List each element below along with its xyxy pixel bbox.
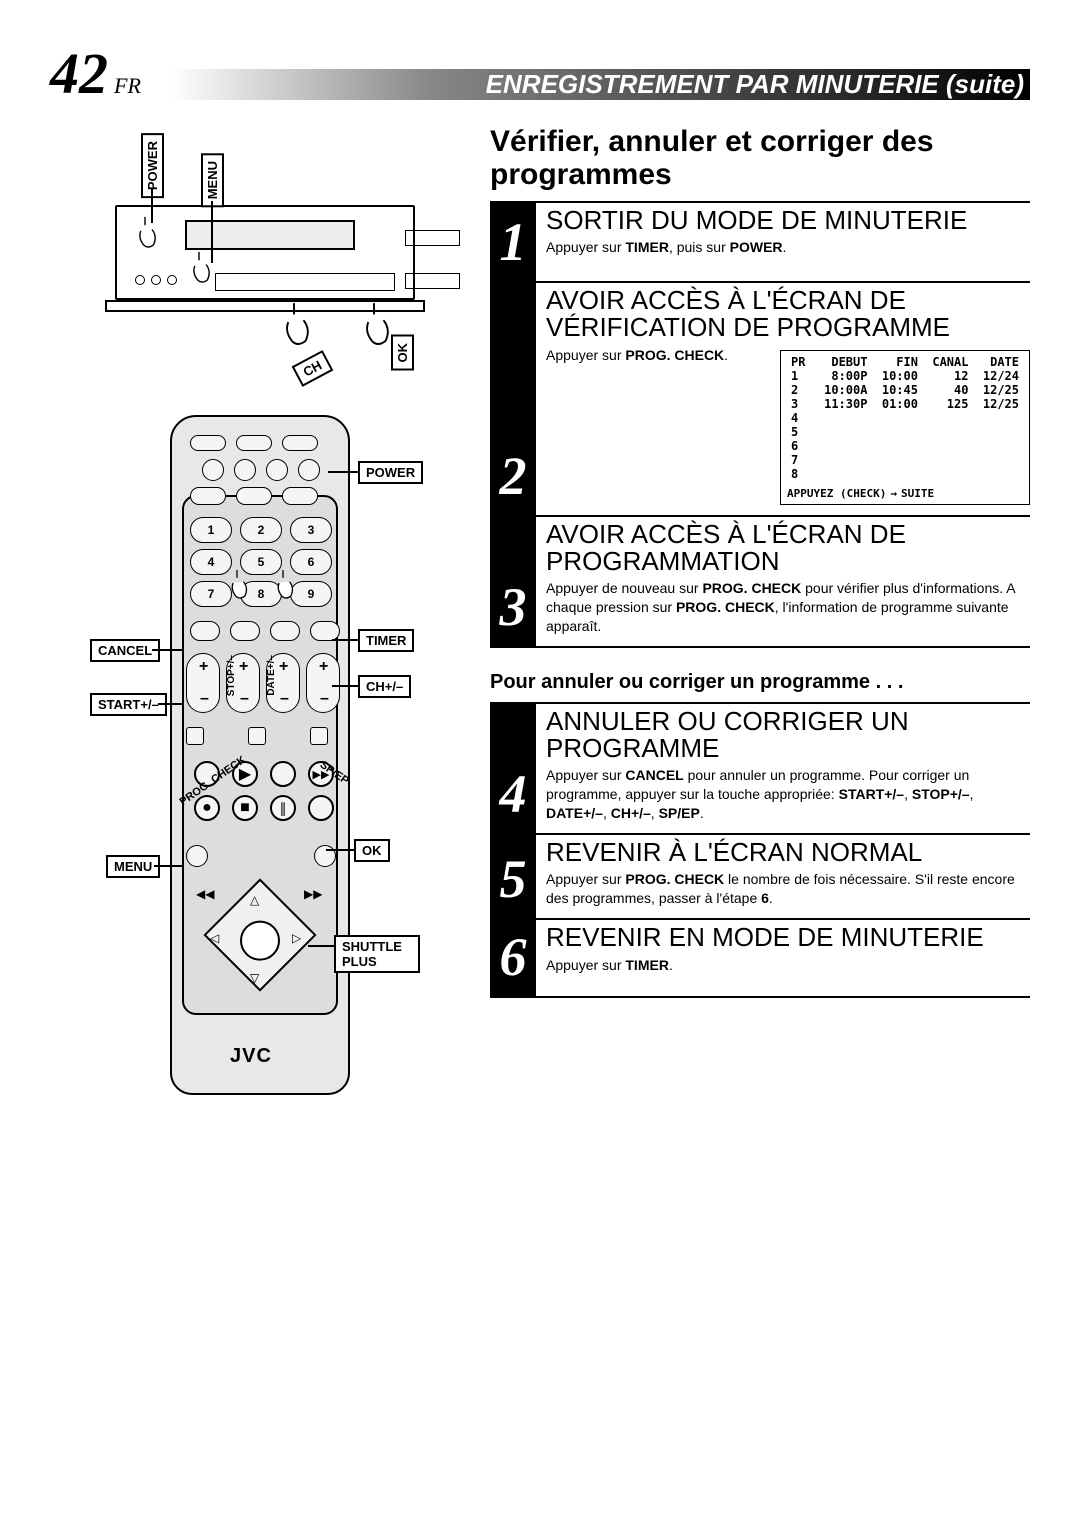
remote-key-1: 1 <box>190 517 232 543</box>
remote-label-power: POWER <box>358 461 423 484</box>
remote-label-timer: TIMER <box>358 629 414 652</box>
remote-label-ch: CH+/– <box>358 675 411 698</box>
illustration-column: POWER MENU CH OK <box>50 125 460 1135</box>
step-2: 2 AVOIR ACCÈS À L'ÉCRAN DE VÉRIFICATION … <box>490 281 1030 515</box>
table-row: 210:00A10:454012/25 <box>787 383 1023 397</box>
table-row: 7 <box>787 453 1023 467</box>
step-6-body: Appuyer sur TIMER. <box>546 956 1030 975</box>
step-3-heading: AVOIR ACCÈS À L'ÉCRAN DE PROGRAMMATION <box>546 521 1030 576</box>
page-number: 42 FR <box>50 40 141 107</box>
remote-logo: JVC <box>230 1045 272 1068</box>
step-5-num: 5 <box>490 835 536 918</box>
arrow-right-icon: → <box>890 487 897 500</box>
table-row: 5 <box>787 425 1023 439</box>
section-title: Vérifier, annuler et corriger des progra… <box>490 125 1030 191</box>
remote-label-cancel: CANCEL <box>90 639 160 662</box>
page-lang: FR <box>114 73 141 99</box>
step-5: 5 REVENIR À L'ÉCRAN NORMAL Appuyer sur P… <box>490 833 1030 918</box>
table-row: 311:30P01:0012512/25 <box>787 397 1023 411</box>
step-6-num: 6 <box>490 920 536 996</box>
step-4: 4 ANNULER OU CORRIGER UN PROGRAMME Appuy… <box>490 702 1030 833</box>
step-3-body: Appuyer de nouveau sur PROG. CHECK pour … <box>546 579 1030 636</box>
page-title-bar: ENREGISTREMENT PAR MINUTERIE (suite) <box>171 69 1030 100</box>
step-1-body: Appuyer sur TIMER, puis sur POWER. <box>546 238 1030 257</box>
content-column: Vérifier, annuler et corriger des progra… <box>490 125 1030 1135</box>
step-4-heading: ANNULER OU CORRIGER UN PROGRAMME <box>546 708 1030 763</box>
program-table: PR DEBUT FIN CANAL DATE 18:00P10:001212/… <box>780 350 1030 505</box>
remote-key-2: 2 <box>240 517 282 543</box>
table-header-row: PR DEBUT FIN CANAL DATE <box>787 355 1023 369</box>
step-4-body: Appuyer sur CANCEL pour annuler un progr… <box>546 766 1030 823</box>
page-num-value: 42 <box>50 40 108 107</box>
remote-label-menu: MENU <box>106 855 160 878</box>
vcr-label-ch: CH <box>292 350 334 387</box>
remote-key-6: 6 <box>290 549 332 575</box>
step-1: 1 SORTIR DU MODE DE MINUTERIE Appuyer su… <box>490 201 1030 281</box>
step-4-num: 4 <box>490 704 536 833</box>
remote-label-start: START+/– <box>90 693 167 716</box>
step-2-num: 2 <box>490 283 536 515</box>
page-header: 42 FR ENREGISTREMENT PAR MINUTERIE (suit… <box>50 40 1030 107</box>
remote-label-shuttle: SHUTTLE PLUS <box>334 935 420 973</box>
remote-label-ok: OK <box>354 839 390 862</box>
table-row: 18:00P10:001212/24 <box>787 369 1023 383</box>
table-row: 8 <box>787 467 1023 481</box>
step-3: 3 AVOIR ACCÈS À L'ÉCRAN DE PROGRAMMATION… <box>490 515 1030 648</box>
step-5-heading: REVENIR À L'ÉCRAN NORMAL <box>546 839 1030 866</box>
program-table-footer: APPUYEZ (CHECK) → SUITE <box>787 487 1023 500</box>
step-2-heading: AVOIR ACCÈS À L'ÉCRAN DE VÉRIFICATION DE… <box>546 287 1030 342</box>
step-1-heading: SORTIR DU MODE DE MINUTERIE <box>546 207 1030 234</box>
vcr-illustration: POWER MENU CH OK <box>65 125 445 385</box>
step-1-num: 1 <box>490 203 536 281</box>
remote-label-date-inline: DATE+/– <box>266 655 277 696</box>
step-6: 6 REVENIR EN MODE DE MINUTERIE Appuyer s… <box>490 918 1030 998</box>
subsection-heading: Pour annuler ou corriger un programme . … <box>490 670 1030 694</box>
remote-label-stop-inline: STOP+/– <box>226 655 237 696</box>
remote-illustration: 1 2 3 4 5 6 7 8 9 <box>90 415 420 1135</box>
vcr-label-menu: MENU <box>201 153 224 207</box>
step-3-num: 3 <box>490 517 536 646</box>
vcr-label-ok: OK <box>391 335 414 371</box>
step-6-heading: REVENIR EN MODE DE MINUTERIE <box>546 924 1030 951</box>
remote-key-9: 9 <box>290 581 332 607</box>
table-row: 6 <box>787 439 1023 453</box>
table-row: 4 <box>787 411 1023 425</box>
remote-key-3: 3 <box>290 517 332 543</box>
step-5-body: Appuyer sur PROG. CHECK le nombre de foi… <box>546 870 1030 908</box>
step-2-body: Appuyer sur PROG. CHECK. <box>546 346 770 505</box>
